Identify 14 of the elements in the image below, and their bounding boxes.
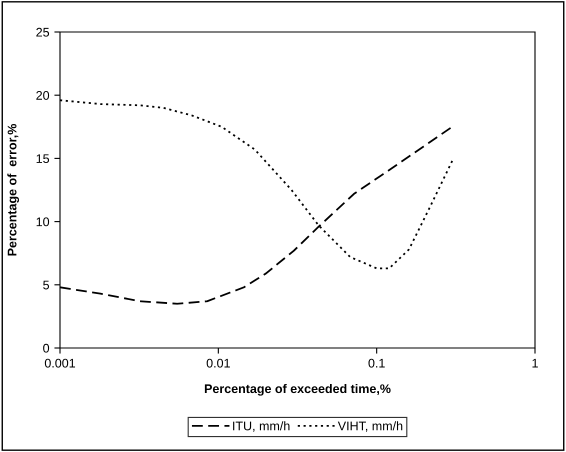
y-tick-label: 10 [36,217,50,226]
y-tick-label: 15 [36,154,50,164]
legend-label: VIHT, mm/h [338,421,402,432]
y-axis-title: Percentage of error,% [7,124,20,256]
x-tick-label: 0.01 [206,358,230,368]
x-tick-label: 1 [532,358,538,368]
x-tick-label: 0.1 [368,358,385,368]
y-tick-label: 25 [36,28,50,37]
y-tick-label: 5 [43,280,50,290]
legend-label: ITU, mm/h [233,421,290,432]
x-axis-title: Percentage of exceeded time,% [204,384,391,396]
x-tick-label: 0.001 [44,358,76,368]
y-tick-label: 0 [43,344,50,353]
y-tick-label: 20 [36,91,50,100]
